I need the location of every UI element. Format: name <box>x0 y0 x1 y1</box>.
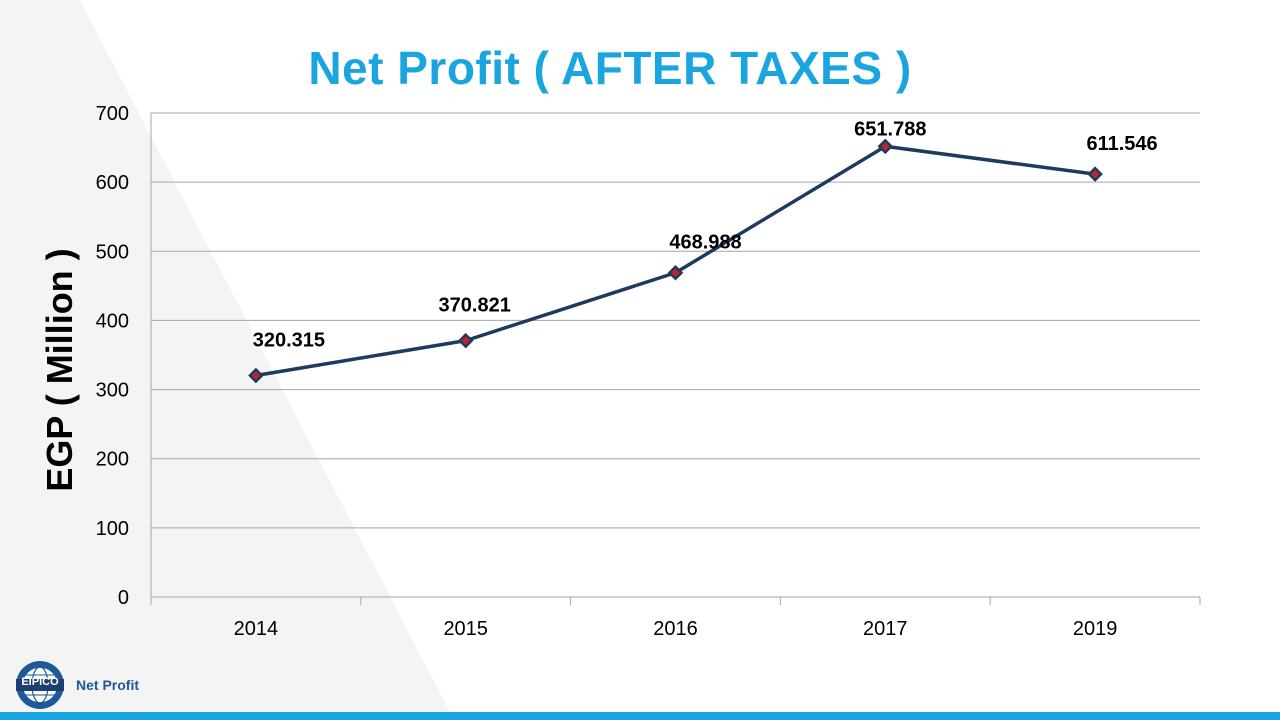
data-label: 370.821 <box>439 295 511 317</box>
grid-layer <box>151 112 1200 529</box>
data-point-marker <box>877 138 894 155</box>
y-tick-label: 600 <box>96 172 129 194</box>
data-label: 468.988 <box>669 232 741 254</box>
data-point-marker <box>248 367 264 384</box>
y-tick-label: 0 <box>118 587 129 609</box>
x-tick-label: 2019 <box>1073 618 1118 640</box>
y-tick-label: 300 <box>96 380 129 402</box>
chart-title: Net Profit ( AFTER TAXES ) <box>308 42 912 94</box>
eipico-logo <box>16 661 64 709</box>
x-tick-label: 2017 <box>863 618 908 640</box>
data-point-marker <box>667 264 684 281</box>
data-label-layer: 320.315 370.821 468.988 651.788 611.546 <box>253 118 1158 351</box>
data-point-marker <box>457 332 474 349</box>
x-tick-label: 2014 <box>234 618 279 640</box>
series-layer <box>248 138 1103 384</box>
x-tick-label: 2016 <box>653 618 698 640</box>
y-tick-label: 700 <box>96 103 129 125</box>
y-tick-label: 500 <box>96 241 129 263</box>
data-label: 611.546 <box>1086 133 1157 155</box>
axis-layer <box>150 113 1201 605</box>
x-tick-labels: 2014 2015 2016 2017 2019 <box>234 618 1118 640</box>
data-label: 320.315 <box>253 330 325 352</box>
y-axis-label: EGP ( Million ) <box>39 248 80 491</box>
data-label: 651.788 <box>854 118 926 140</box>
y-tick-labels: 0 100 200 300 400 500 600 700 <box>96 103 129 609</box>
footer-accent-bar <box>0 712 1280 720</box>
y-tick-label: 400 <box>96 310 129 332</box>
background-shape <box>0 0 450 712</box>
series-line <box>255 144 1096 378</box>
y-tick-label: 200 <box>96 449 129 471</box>
x-tick-label: 2015 <box>443 618 488 640</box>
data-point-marker <box>1087 166 1103 182</box>
y-tick-label: 100 <box>96 518 129 540</box>
logo-banner <box>16 679 64 691</box>
footer-label: Net Profit <box>76 677 139 693</box>
